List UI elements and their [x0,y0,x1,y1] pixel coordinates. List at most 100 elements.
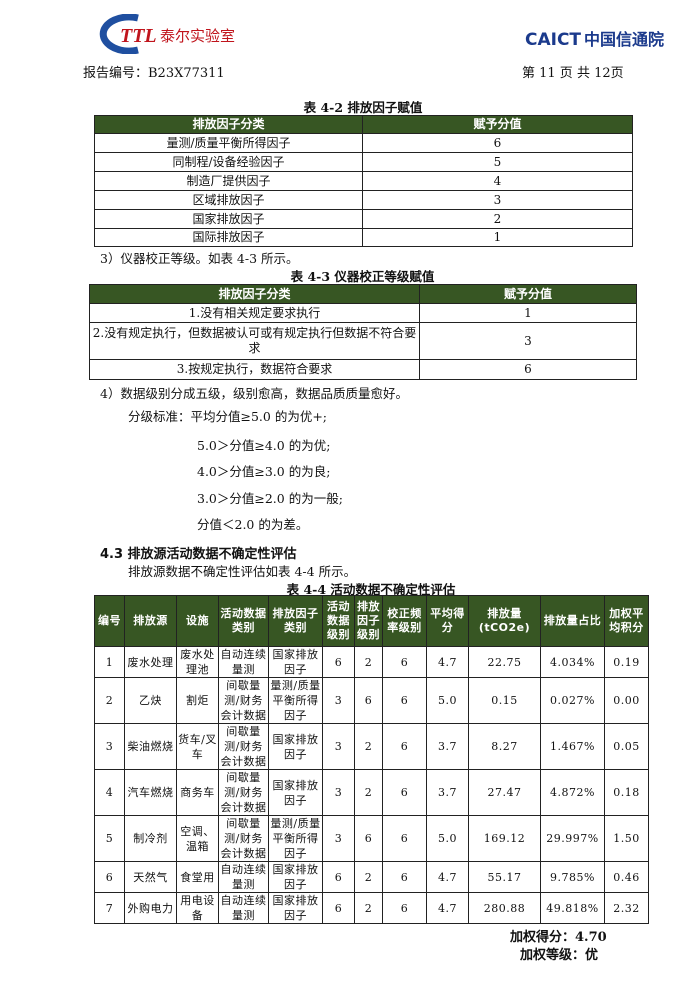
table-cell: 国际排放因子 [94,228,363,247]
table-cell: 废水处理 [124,646,177,678]
table-cell: 6 [354,677,383,724]
table-cell: 国家排放因子 [94,209,363,229]
header-cell: 校正频率级别 [382,595,427,647]
header-cell: 排放因子分类 [89,284,420,304]
table-row: 国家排放因子 2 [94,209,633,229]
table-cell: 6 [362,133,633,153]
table-cell: 3 [362,190,633,210]
table-row: 3 柴油燃烧 货车/叉车 间歇量测/财务会计数据 国家排放因子 3 2 6 3.7 8.27 1.4… [94,723,649,770]
header-cell: 活动数据类别 [218,595,269,647]
paragraph: 排放源数据不确定性评估如表 4-4 所示。 [128,564,357,579]
table-cell: 169.12 [468,815,541,862]
table-cell: 6 [94,861,125,893]
table-cell: 0.027% [540,677,605,724]
header-cell: 排放因子级别 [354,595,383,647]
paragraph: 4）数据级别分成五级，级别愈高，数据品质质量愈好。 [100,386,408,401]
table-row: 6 天然气 食堂用 自动连续量测 国家排放因子 6 2 6 4.7 55.17 9.785% 0.46 [94,861,649,893]
table-cell: 8.27 [468,723,541,770]
table-cell: 6 [354,815,383,862]
table-cell: 4.7 [426,861,469,893]
table-cell: 间歇量测/财务会计数据 [218,723,269,770]
header-cell: 平均得分 [426,595,469,647]
table-cell: 4 [362,171,633,191]
header-cell: 活动数据级别 [322,595,355,647]
table-cell: 5 [94,815,125,862]
header-cell: 排放因子类别 [268,595,323,647]
table-cell: 柴油燃烧 [124,723,177,770]
table-cell: 9.785% [540,861,605,893]
grade-line: 3.0＞分值≥2.0 的为一般; [197,491,343,506]
weighted-score: 加权得分：4.70 [510,930,607,945]
header-cell: 赋予分值 [419,284,637,304]
table-cell: 1.没有相关规定要求执行 [89,303,420,323]
table-cell: 4 [94,769,125,816]
table-cell: 2.32 [604,892,649,924]
table-cell: 4.034% [540,646,605,678]
table-cell: 国家排放因子 [268,892,323,924]
table-cell: 0.18 [604,769,649,816]
table-cell: 4.872% [540,769,605,816]
table-cell: 3 [94,723,125,770]
svg-text:TTL: TTL [120,25,157,47]
table-cell: 自动连续量测 [218,861,269,893]
table-cell: 3.7 [426,769,469,816]
table-4-3-caption: 表 4-3 仪器校正等级赋值 [290,269,435,284]
table-row: 5 制冷剂 空调、温箱 间歇量测/财务会计数据 量测/质量平衡所得因子 3 6 6 5.0 169… [94,815,649,862]
table-cell: 5.0 [426,815,469,862]
header-cell: 编号 [94,595,125,647]
header-cell: 加权平均积分 [604,595,649,647]
table-cell: 2 [354,892,383,924]
table-cell: 6 [322,861,355,893]
table-row: 制造厂提供因子 4 [94,171,633,191]
table-cell: 2 [354,769,383,816]
table-row: 1 废水处理 废水处理池 自动连续量测 国家排放因子 6 2 6 4.7 22.75 4.034% 0… [94,646,649,678]
grade-line: 分级标准：平均分值≥5.0 的为优+; [128,409,328,424]
table-cell: 6 [382,646,427,678]
table-cell: 6 [382,815,427,862]
caict-logo: CAICT 中国信通院 [525,30,665,50]
svg-text:泰尔实验室: 泰尔实验室 [160,27,235,45]
table-cell: 22.75 [468,646,541,678]
table-cell: 3.7 [426,723,469,770]
table-cell: 国家排放因子 [268,646,323,678]
table-cell: 同制程/设备经验因子 [94,152,363,172]
table-cell: 量测/质量平衡所得因子 [268,677,323,724]
table-cell: 0.15 [468,677,541,724]
table-cell: 5.0 [426,677,469,724]
table-4-2-caption: 表 4-2 排放因子赋值 [303,100,423,115]
section-title: 4.3 排放源活动数据不确定性评估 [100,547,297,562]
table-cell: 间歇量测/财务会计数据 [218,815,269,862]
table-cell: 乙炔 [124,677,177,724]
table-cell: 4.7 [426,892,469,924]
header-cell: 排放量占比 [540,595,605,647]
table-cell: 国家排放因子 [268,723,323,770]
table-cell: 2 [94,677,125,724]
table-cell: 间歇量测/财务会计数据 [218,769,269,816]
table-cell: 1 [419,303,637,323]
table-4-3: 排放因子分类 赋予分值 1.没有相关规定要求执行 1 2.没有规定执行，但数据被认可或… [89,284,637,380]
table-row: 量测/质量平衡所得因子 6 [94,133,633,153]
table-cell: 国家排放因子 [268,769,323,816]
table-cell: 2 [354,646,383,678]
table-cell: 3 [322,723,355,770]
table-cell: 27.47 [468,769,541,816]
table-row: 7 外购电力 用电设备 自动连续量测 国家排放因子 6 2 6 4.7 280.88 49.818%… [94,892,649,924]
table-cell: 2 [354,723,383,770]
table-4-2: 排放因子分类 赋予分值 量测/质量平衡所得因子 6 同制程/设备经验因子 5 制造厂提供因… [94,115,633,247]
grade-line: 5.0＞分值≥4.0 的为优; [197,438,331,453]
table-cell: 天然气 [124,861,177,893]
header-cell: 排放量(tCO2e) [468,595,541,647]
table-cell: 空调、温箱 [176,815,219,862]
table-cell: 280.88 [468,892,541,924]
table-cell: 0.46 [604,861,649,893]
grade-line: 分值＜2.0 的为差。 [197,517,309,532]
header-cell: 排放因子分类 [94,115,363,134]
table-cell: 制冷剂 [124,815,177,862]
table-cell: 量测/质量平衡所得因子 [94,133,363,153]
table-cell: 国家排放因子 [268,861,323,893]
table-cell: 3 [322,769,355,816]
table-cell: 食堂用 [176,861,219,893]
table-cell: 外购电力 [124,892,177,924]
table-cell: 2 [354,861,383,893]
table-cell: 1 [94,646,125,678]
